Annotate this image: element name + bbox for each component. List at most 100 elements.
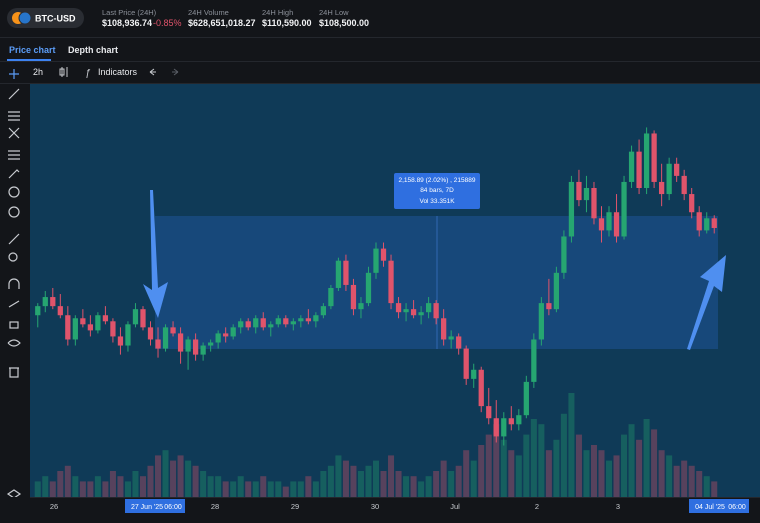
candle-body bbox=[553, 272, 560, 310]
volume-bar bbox=[530, 419, 537, 497]
stat-label: 24H High bbox=[262, 8, 293, 17]
candle-body bbox=[223, 333, 229, 337]
redo[interactable] bbox=[172, 68, 179, 76]
candle-body bbox=[110, 321, 116, 337]
volume-bar bbox=[245, 481, 252, 497]
candle-body bbox=[456, 336, 462, 349]
candle-body bbox=[380, 248, 387, 261]
candle-body bbox=[72, 318, 78, 340]
volume-bar bbox=[72, 476, 79, 497]
volume-bar bbox=[463, 450, 470, 497]
candle-body bbox=[463, 348, 469, 379]
candle-body bbox=[681, 175, 687, 195]
candle-body bbox=[50, 297, 56, 307]
volume-bar bbox=[102, 481, 109, 497]
undo[interactable] bbox=[149, 68, 156, 76]
volume-bar bbox=[49, 481, 56, 497]
candle-body bbox=[373, 248, 379, 273]
candle-body bbox=[433, 303, 439, 319]
candle-body bbox=[320, 306, 327, 316]
volume-bar bbox=[575, 434, 582, 497]
volume-bar bbox=[455, 465, 462, 497]
volume-bar bbox=[703, 476, 710, 497]
volume-bar bbox=[162, 450, 169, 497]
volume-bar bbox=[380, 471, 387, 497]
candle-body bbox=[95, 315, 101, 331]
candle-body bbox=[132, 309, 139, 325]
candle-body bbox=[388, 260, 394, 304]
volume-bar bbox=[327, 465, 334, 497]
candle-body bbox=[591, 188, 597, 219]
candle-body bbox=[102, 315, 109, 322]
volume-bar bbox=[688, 465, 695, 497]
volume-bar bbox=[433, 471, 440, 497]
range-end bbox=[689, 499, 749, 513]
stat-value: $628,651,018.27 bbox=[188, 18, 256, 28]
volume-bar bbox=[388, 455, 395, 497]
candle-type-icon[interactable] bbox=[59, 67, 68, 77]
volume-bar bbox=[215, 476, 222, 497]
candle-body bbox=[57, 306, 63, 316]
volume-bar bbox=[448, 471, 455, 497]
volume-bar bbox=[260, 476, 267, 497]
volume-bar bbox=[87, 481, 94, 497]
candle-body bbox=[493, 418, 499, 437]
candle-body bbox=[696, 212, 702, 231]
volume-bar bbox=[147, 465, 154, 497]
candle-body bbox=[335, 260, 342, 288]
candle-body bbox=[561, 236, 567, 273]
volume-bar bbox=[372, 460, 380, 497]
candle-body bbox=[298, 318, 304, 322]
volume-bar bbox=[681, 460, 688, 497]
candle-body bbox=[711, 218, 717, 228]
tab[interactable]: Depth chart bbox=[68, 45, 118, 55]
volume-bar bbox=[658, 450, 665, 497]
candle-body bbox=[651, 133, 657, 182]
indicators[interactable]: Indicators bbox=[98, 67, 138, 77]
interval[interactable]: 2h bbox=[33, 67, 43, 77]
arrow bbox=[687, 255, 726, 350]
stat-label: 24H Volume bbox=[188, 8, 229, 17]
volume-bar bbox=[425, 476, 432, 497]
candle-body bbox=[35, 306, 41, 316]
header bbox=[0, 0, 760, 37]
volume-bar bbox=[545, 450, 552, 497]
stat-value: $110,590.00 bbox=[262, 18, 312, 28]
candle-body bbox=[42, 297, 48, 307]
volume-bar bbox=[230, 481, 237, 497]
volume-bar bbox=[282, 486, 289, 497]
candle-body bbox=[636, 151, 642, 188]
x-axis bbox=[0, 497, 760, 518]
x-label: 2 bbox=[535, 502, 539, 511]
candle-body bbox=[170, 327, 176, 334]
candle-body bbox=[704, 218, 710, 231]
candle-body bbox=[162, 327, 169, 349]
volume-bar bbox=[57, 471, 64, 497]
volume-bar bbox=[440, 460, 447, 497]
stat-value: $108,936.74 bbox=[102, 18, 152, 28]
volume-bar bbox=[357, 471, 364, 497]
tab-active[interactable]: Price chart bbox=[9, 45, 56, 55]
drawing-tools[interactable] bbox=[6, 69, 22, 499]
volume-bar bbox=[590, 445, 597, 497]
candle-body bbox=[117, 336, 124, 346]
range-start bbox=[125, 499, 185, 513]
volume-bar bbox=[470, 460, 477, 497]
candle-body bbox=[290, 321, 296, 325]
candle-body bbox=[576, 181, 582, 201]
volume-bar bbox=[290, 481, 297, 497]
measure-text: Vol 33.351K bbox=[419, 198, 455, 205]
candle-body bbox=[403, 309, 409, 313]
volume-bar bbox=[493, 424, 500, 497]
volume-bar bbox=[312, 481, 319, 497]
candle-body bbox=[177, 333, 184, 352]
candle-body bbox=[441, 318, 447, 340]
candle-body bbox=[140, 309, 146, 328]
candle-body bbox=[658, 181, 665, 195]
volume-bar bbox=[342, 460, 349, 497]
volume-bar bbox=[252, 481, 259, 497]
candle-body bbox=[410, 309, 417, 316]
measure-text: 84 bars, 7D bbox=[420, 187, 454, 194]
candle-body bbox=[245, 321, 251, 328]
